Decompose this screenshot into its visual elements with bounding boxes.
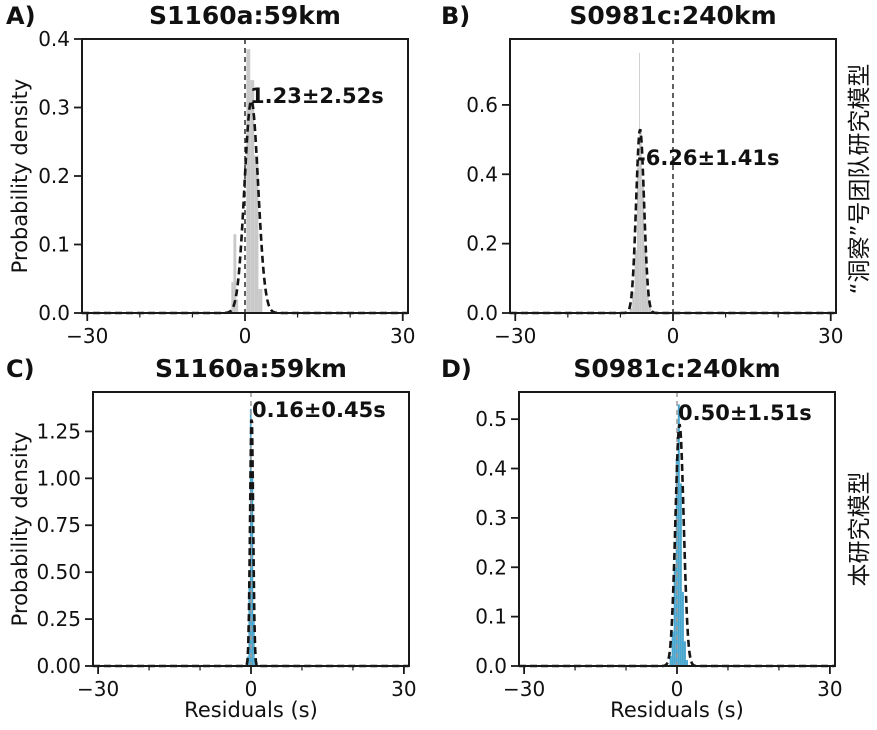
histogram-bar	[250, 80, 255, 313]
panel-a-letter: A)	[6, 2, 36, 30]
panel-a-stats-annotation: 1.23±2.52s	[250, 84, 384, 108]
y-tick-label: 0.1	[475, 605, 507, 629]
histogram-bar	[248, 581, 250, 666]
y-tick-label: 0.0	[466, 301, 498, 325]
histogram-bar	[675, 458, 678, 666]
y-tick-label: 1.00	[36, 466, 81, 490]
x-tick-label: −30	[66, 324, 108, 348]
y-tick-label: 0.6	[466, 93, 498, 117]
histogram-bar	[677, 404, 680, 666]
histogram-bar	[632, 292, 635, 313]
y-tick-label: 1.25	[36, 419, 81, 443]
histogram-bar	[683, 641, 686, 666]
y-tick-label: 0.5	[475, 407, 507, 431]
y-tick-label: 0.2	[475, 555, 507, 579]
x-tick-label: 30	[390, 324, 415, 348]
y-tick-label: 0.75	[36, 513, 81, 537]
panel-c-letter: C)	[6, 355, 35, 383]
y-tick-label: 0.50	[36, 560, 81, 584]
x-tick-label: 0	[667, 324, 680, 348]
histogram-bar	[669, 656, 672, 666]
histogram-bar	[246, 49, 251, 314]
histogram-bar	[636, 167, 640, 313]
histogram-bar	[681, 591, 684, 666]
histogram-bar	[671, 631, 674, 666]
panel-c-title: S1160a:59km	[155, 354, 347, 383]
y-tick-label: 0.25	[36, 607, 81, 631]
y-tick-label: 0.4	[38, 27, 70, 51]
x-axis-label-left: Residuals (s)	[184, 698, 318, 722]
x-tick-label: −30	[77, 677, 119, 701]
histogram-bar	[231, 282, 234, 313]
x-tick-label: 30	[391, 677, 416, 701]
histogram-bar	[679, 483, 682, 666]
histogram-bar	[639, 129, 642, 313]
model-label-insight-team: “洞察”号团队研究模型	[847, 63, 873, 295]
x-tick-label: −30	[494, 324, 536, 348]
y-tick-label: 0.2	[38, 164, 70, 188]
y-tick-label: 0.1	[38, 233, 70, 257]
y-tick-label: 0.2	[466, 232, 498, 256]
x-tick-label: −30	[503, 677, 545, 701]
y-axis-label-top: Probability density	[8, 78, 32, 274]
x-tick-label: 0	[239, 324, 252, 348]
histogram-bar	[646, 292, 649, 313]
panel-c-stats-annotation: 0.16±0.45s	[252, 398, 386, 422]
panel-b-title: S0981c:240km	[569, 1, 777, 30]
y-tick-label: 0.0	[38, 301, 70, 325]
panel-a-title: S1160a:59km	[149, 1, 341, 30]
histogram-bar	[258, 289, 263, 313]
histogram-spike-bar	[639, 52, 641, 314]
x-tick-label: 0	[671, 677, 684, 701]
y-tick-label: 0.4	[475, 457, 507, 481]
x-axis-label-right: Residuals (s)	[610, 698, 744, 722]
histogram-bar	[251, 474, 254, 666]
histogram-bar	[673, 567, 676, 666]
x-tick-label: 30	[818, 324, 843, 348]
histogram-bar	[236, 299, 239, 313]
histogram-bar	[233, 234, 237, 313]
histogram-bar	[644, 250, 647, 313]
histogram-bar	[254, 155, 259, 313]
y-tick-label: 0.0	[475, 654, 507, 678]
panel-d-title: S0981c:240km	[573, 354, 781, 383]
x-tick-label: 30	[817, 677, 842, 701]
panel-b-stats-annotation: -6.26±1.41s	[637, 146, 780, 170]
y-tick-label: 0.00	[36, 654, 81, 678]
histogram-bar	[641, 181, 645, 313]
panel-d-stats-annotation: 0.50±1.51s	[678, 401, 812, 425]
histogram-bar	[634, 250, 637, 313]
panel-b-letter: B)	[441, 2, 471, 30]
histogram-bar	[648, 307, 652, 313]
model-label-this-study: 本研究模型	[847, 471, 873, 587]
y-tick-label: 0.3	[475, 506, 507, 530]
x-tick-label: 0	[245, 677, 258, 701]
y-tick-label: 0.4	[466, 162, 498, 186]
panel-d-letter: D)	[441, 355, 472, 383]
y-tick-label: 0.3	[38, 96, 70, 120]
y-axis-label-bottom: Probability density	[8, 431, 32, 627]
histogram-bar	[685, 660, 688, 666]
histogram-bar	[629, 307, 633, 313]
